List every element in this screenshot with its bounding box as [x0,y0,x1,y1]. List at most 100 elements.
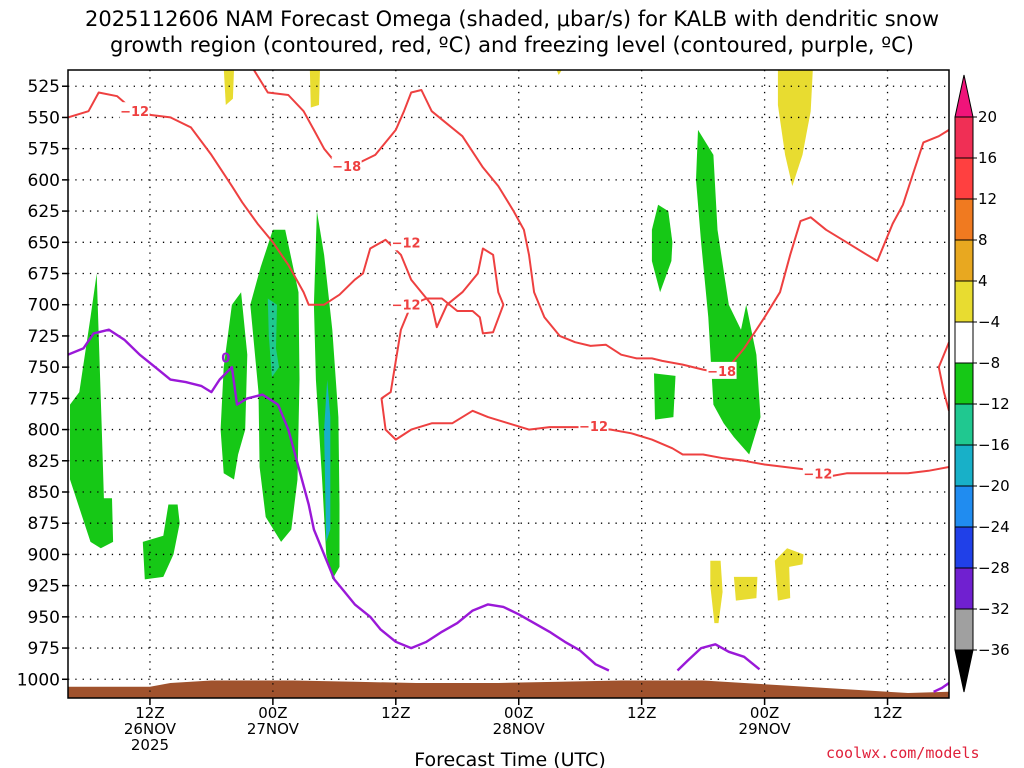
x-tick-label-6-0: 12Z [135,704,164,722]
dgz-label-5: −18 [707,365,736,380]
y-tick-label-575: 575 [28,140,60,160]
colorbar-segment-9 [954,485,974,528]
colorbar-segment-1 [954,157,974,200]
x-tick-label-18-0: 00Z [258,704,287,722]
y-tick-label-975: 975 [28,639,60,659]
gridlines [68,70,949,698]
omega-positive-area-4 [710,560,723,624]
colorbar-label-0: 20 [978,108,997,126]
colorbar-segment-10 [954,526,974,569]
y-tick-label-1000: 1000 [17,670,60,690]
y-tick-label-750: 750 [28,358,60,378]
omega-area-5 [651,204,673,293]
dgz-label-bg-0 [119,102,150,120]
x-tick-label-42-1: 28NOV [493,720,546,738]
x-tick-label-42-0: 00Z [504,704,533,722]
omega-positive-area-3 [777,70,813,187]
dgz-label-3: −12 [392,299,421,314]
omega-positive-area-6 [774,548,804,601]
omega-strong-area-1 [324,379,331,542]
colorbar-segment-2 [954,198,974,241]
colorbar-segment-5 [954,321,974,364]
y-tick-label-825: 825 [28,452,60,472]
freezing-level-line-1 [676,643,761,672]
y-tick-label-650: 650 [28,233,60,253]
omega-positive-area-2 [556,70,562,75]
x-tick-label-30-0: 12Z [381,704,410,722]
dgz-label-bg-2 [391,233,422,251]
colorbar-label-13: −36 [978,641,1010,659]
dgz-label-bg-5 [706,361,737,379]
y-tick-label-900: 900 [28,545,60,565]
y-tick-label-625: 625 [28,202,60,222]
dgz-label-4: −12 [579,420,608,435]
y-tick-label-725: 725 [28,327,60,347]
colorbar-label-6: −8 [978,354,1000,372]
x-tick-label-6-1: 26NOV [124,720,177,738]
y-tick-label-675: 675 [28,265,60,285]
omega-positive-area-5 [733,576,758,601]
colorbar-top-arrow [954,74,974,118]
colorbar-bottom-arrow [954,649,974,693]
omega-positive-area-1 [309,70,320,108]
colorbar-segment-7 [954,403,974,446]
colorbar-label-4: 4 [978,272,988,290]
colorbar-legend: 20 16 12 8 4 −4 −8 −12 −16 −20 −24 −28 −32 −36 [954,74,1010,693]
omega-positive-area-0 [223,70,234,105]
colorbar-segment-4 [954,280,974,323]
freezing-level-line-2 [933,682,949,693]
dgz-contour-0 [68,91,949,478]
omega-strong-area-0 [267,298,279,378]
dgz-label-bg-1 [331,157,362,175]
x-tick-label-78-0: 12Z [873,704,902,722]
colorbar-segment-8 [954,444,974,487]
terrain-fill [68,680,949,698]
y-tick-label-850: 850 [28,483,60,503]
colorbar-label-1: 16 [978,149,997,167]
contour-layer: −12 −18 −12 −12 −12 −18 −12 0 [68,70,949,693]
freezing-level-label: 0 [221,352,230,367]
dgz-label-2: −12 [392,236,421,251]
y-tick-label-925: 925 [28,577,60,597]
chart-title-line-2: growth region (contoured, red, ºC) and f… [110,33,914,57]
y-tick-label-525: 525 [28,77,60,97]
plot-border [67,69,950,699]
freezing-level-line-0 [68,328,610,672]
credit-text: coolwx.com/models [826,744,980,762]
colorbar-segment-0 [954,116,974,159]
chart-title-line-1: 2025112606 NAM Forecast Omega (shaded, μ… [84,7,940,31]
omega-area-0 [70,273,114,549]
omega-area-6 [654,373,676,420]
x-tick-label-18-1: 27NOV [247,720,300,738]
y-tick-label-700: 700 [28,296,60,316]
y-axis: 525 550 575 600 625 650 675 700 725 750 775 800 825 8… [17,77,68,690]
y-tick-label-550: 550 [28,108,60,128]
colorbar-segment-grey [954,608,974,651]
dgz-contour-2 [937,341,949,412]
omega-area-1 [142,504,180,580]
chart-title: 2025112606 NAM Forecast Omega (shaded, μ… [0,6,1024,58]
colorbar-segment-6 [954,362,974,405]
x-tick-label-6-2: 2025 [131,736,169,754]
y-tick-label-950: 950 [28,608,60,628]
colorbar-label-3: 8 [978,231,988,249]
dgz-label-6: −12 [803,467,832,482]
plot-fill-layer [68,70,949,698]
dgz-contour-1 [252,70,949,375]
x-tick-label-66-1: 29NOV [739,720,792,738]
omega-area-3 [250,229,300,542]
colorbar-label-8: −16 [978,436,1010,454]
y-tick-label-800: 800 [28,421,60,441]
omega-area-7 [696,129,761,455]
colorbar-label-10: −24 [978,518,1010,536]
colorbar-label-7: −12 [978,395,1010,413]
dgz-label-0: −12 [120,105,149,120]
colorbar-label-5: −4 [978,313,1000,331]
colorbar-label-12: −32 [978,600,1010,618]
colorbar-segment-11 [954,567,974,610]
x-tick-label-54-0: 12Z [627,704,656,722]
dgz-label-bg-3 [391,295,422,313]
colorbar-label-9: −20 [978,477,1010,495]
y-tick-label-875: 875 [28,514,60,534]
